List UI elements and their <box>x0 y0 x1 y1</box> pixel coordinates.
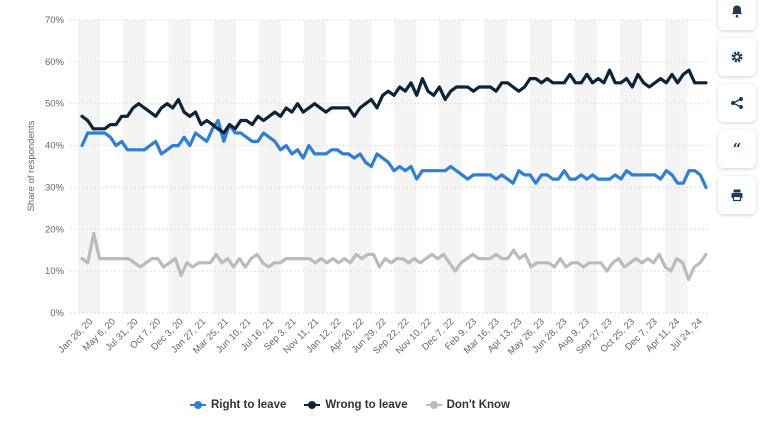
y-tick-label: 40% <box>45 141 65 152</box>
column-band <box>123 20 146 313</box>
legend-label: Don't Know <box>446 399 511 411</box>
column-band <box>619 20 643 313</box>
notification-button[interactable] <box>718 0 756 30</box>
y-tick-label: 30% <box>45 182 65 193</box>
column-band <box>529 20 552 313</box>
series-line-don-t-know <box>80 231 708 282</box>
legend-marker-icon <box>304 399 321 411</box>
legend: Right to leave Wrong to leave Don't Know <box>0 399 700 411</box>
column-band <box>664 20 688 313</box>
y-tick-label: 20% <box>45 224 65 235</box>
column-band <box>78 20 101 313</box>
y-axis-label: Share of respondents <box>26 120 37 211</box>
column-band <box>484 20 507 313</box>
column-band <box>213 20 236 313</box>
legend-label: Wrong to leave <box>325 399 408 411</box>
y-tick-label: 60% <box>45 57 65 68</box>
share-button[interactable] <box>718 84 756 122</box>
column-band <box>574 20 598 313</box>
y-tick-label: 70% <box>45 15 65 26</box>
legend-item-wrong-to-leave[interactable]: Wrong to leave <box>304 399 408 411</box>
settings-button[interactable] <box>718 38 756 76</box>
column-band <box>258 20 282 313</box>
legend-label: Right to leave <box>210 399 287 411</box>
legend-marker-icon <box>425 399 442 411</box>
column-band <box>348 20 372 313</box>
series-line-right-to-leave <box>80 118 708 189</box>
column-band <box>394 20 417 313</box>
gear-icon <box>731 51 743 63</box>
print-icon <box>731 189 743 202</box>
y-tick-label: 50% <box>45 99 65 110</box>
legend-item-dont-know[interactable]: Don't Know <box>425 399 511 411</box>
y-tick-label: 10% <box>45 266 65 277</box>
legend-marker-icon <box>189 399 206 411</box>
share-icon <box>731 97 743 109</box>
bell-icon <box>731 5 743 18</box>
column-band <box>303 20 327 313</box>
legend-item-right-to-leave[interactable]: Right to leave <box>189 399 287 411</box>
gridlines <box>70 19 710 314</box>
column-bands <box>78 20 688 313</box>
column-band <box>168 20 191 313</box>
cite-button[interactable]: “ <box>718 130 756 168</box>
quote-icon: “ <box>732 140 742 158</box>
series-line-wrong-to-leave <box>80 68 708 135</box>
y-tick-label: 0% <box>50 308 64 319</box>
y-axis-ticks: 0% 10% 20% 30% 40% 50% 60% 70% <box>45 15 65 319</box>
series-lines <box>80 68 708 282</box>
print-button[interactable] <box>718 176 756 214</box>
